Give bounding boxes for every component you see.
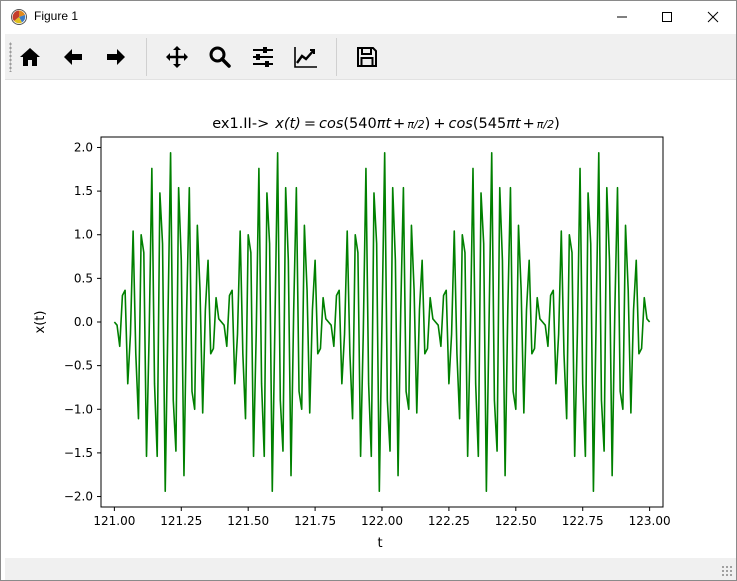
forward-button[interactable]	[99, 40, 133, 74]
pan-icon	[166, 46, 188, 68]
y-tick-label: 1.0	[74, 228, 93, 242]
x-tick-label: 122.75	[562, 514, 604, 528]
x-tick-label: 121.50	[227, 514, 269, 528]
save-icon	[357, 47, 377, 67]
matplotlib-icon	[11, 9, 27, 25]
y-tick-label: −2.0	[64, 490, 93, 504]
toolbar-separator	[336, 38, 337, 76]
title-bar: Figure 1	[1, 1, 736, 33]
minimize-icon	[617, 16, 627, 18]
y-tick-label: 2.0	[74, 140, 93, 154]
maximize-button[interactable]	[644, 1, 690, 33]
y-tick-label: −1.5	[64, 446, 93, 460]
chart-title-prefix: ex1.II->	[212, 116, 269, 132]
x-tick-label: 121.75	[294, 514, 336, 528]
home-button[interactable]	[13, 40, 47, 74]
status-bar	[5, 558, 736, 580]
minimize-button[interactable]	[599, 1, 645, 33]
edit-axis-icon	[294, 47, 317, 68]
y-tick-label: −0.5	[64, 359, 93, 373]
chart[interactable]: ex1.II-> x(t) = cos(540πt + π/2) + cos(545πt + π/…	[5, 80, 736, 557]
back-button[interactable]	[56, 40, 90, 74]
series-line	[113, 152, 651, 492]
close-icon	[707, 11, 719, 23]
edit-axis-button[interactable]	[289, 40, 323, 74]
zoom-icon	[209, 46, 231, 68]
home-icon	[20, 48, 40, 66]
y-tick-label: −1.0	[64, 402, 93, 416]
resize-grip[interactable]	[721, 565, 733, 577]
configure-subplots-icon	[253, 47, 273, 67]
close-button[interactable]	[690, 1, 736, 33]
y-tick-label: 1.5	[74, 184, 93, 198]
x-tick-label: 122.25	[428, 514, 470, 528]
configure-subplots-button[interactable]	[246, 40, 280, 74]
y-axis-label: x(t)	[33, 311, 48, 334]
x-axis-label: t	[377, 536, 382, 551]
forward-arrow-icon	[107, 49, 125, 65]
pan-button[interactable]	[160, 40, 194, 74]
maximize-icon	[662, 12, 672, 22]
navigation-toolbar	[5, 34, 736, 80]
figure-canvas[interactable]: ex1.II-> x(t) = cos(540πt + π/2) + cos(545πt + π/…	[5, 80, 736, 557]
y-tick-label: 0.0	[74, 315, 93, 329]
chart-title: ex1.II-> x(t) = cos(540πt + π/2) + cos(545πt + π/…	[212, 116, 560, 132]
toolbar-separator	[146, 38, 147, 76]
toolbar-grip[interactable]	[9, 42, 12, 72]
x-tick-label: 121.25	[160, 514, 202, 528]
x-tick-label: 122.50	[495, 514, 537, 528]
x-tick-label: 121.00	[93, 514, 135, 528]
zoom-button[interactable]	[203, 40, 237, 74]
window-title: Figure 1	[34, 9, 79, 23]
save-button[interactable]	[350, 40, 384, 74]
x-tick-label: 122.00	[361, 514, 403, 528]
y-tick-label: 0.5	[74, 271, 93, 285]
x-tick-label: 123.00	[629, 514, 671, 528]
back-arrow-icon	[64, 49, 82, 65]
